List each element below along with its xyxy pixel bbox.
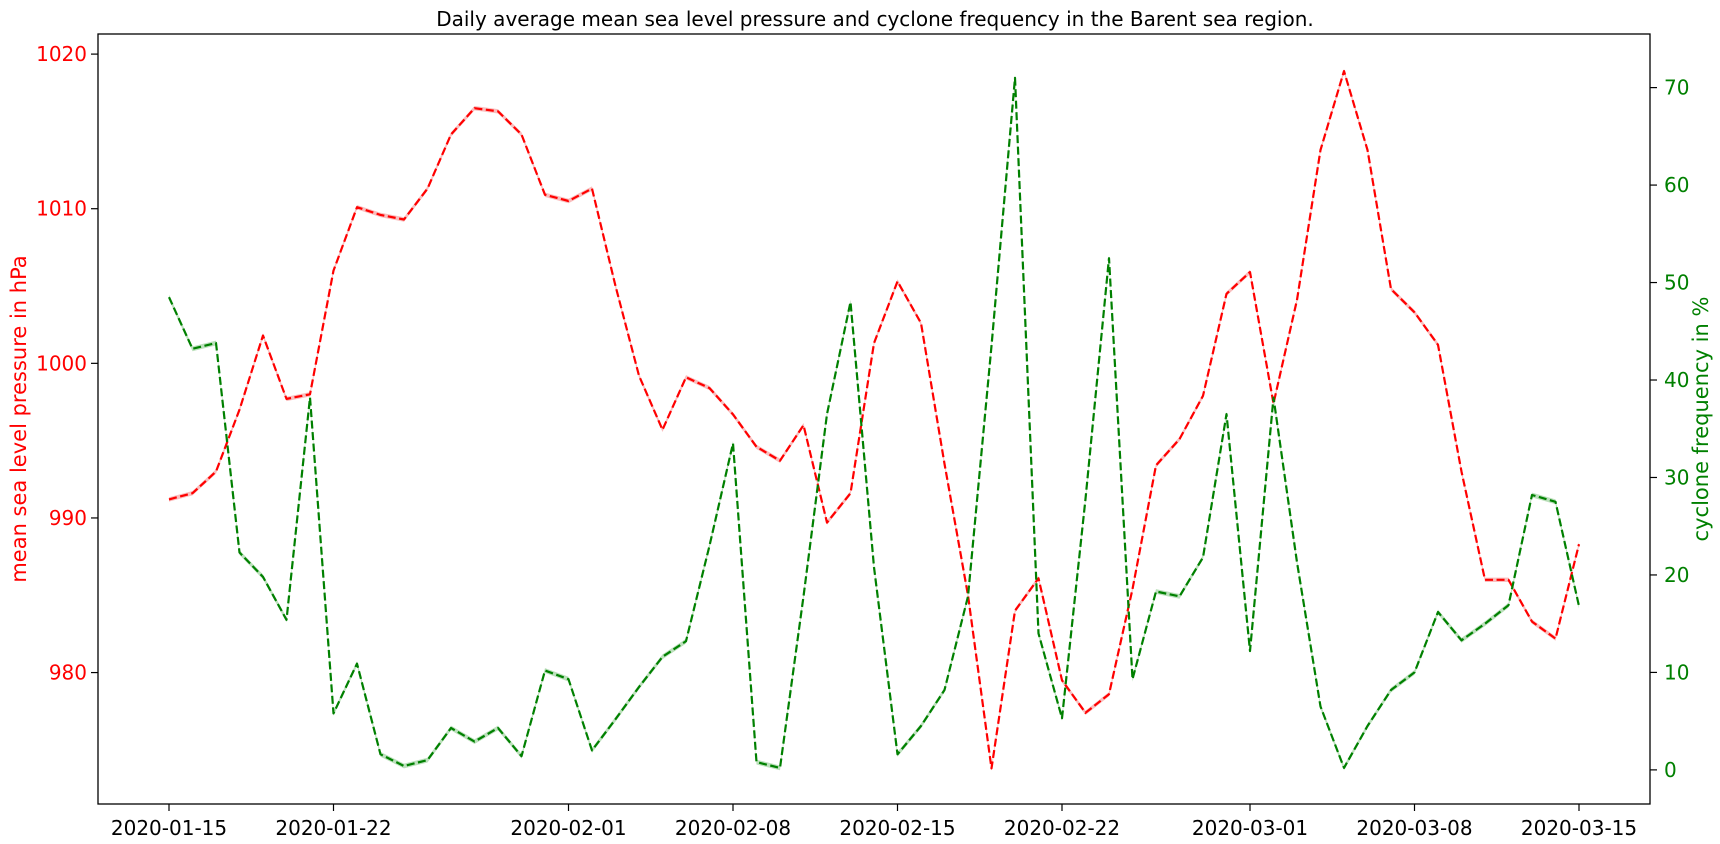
series-left-line xyxy=(168,69,1581,770)
series-right-line xyxy=(167,76,1581,770)
x-tick-label: 2020-03-08 xyxy=(1356,816,1472,840)
confidence-bands xyxy=(169,68,1579,771)
x-tick-label: 2020-01-15 xyxy=(111,816,227,840)
chart-title: Daily average mean sea level pressure an… xyxy=(436,7,1314,31)
right-y-axis-label: cyclone frequency in % xyxy=(1689,297,1713,542)
left-tick-label: 1020 xyxy=(36,42,87,66)
x-tick-label: 2020-02-01 xyxy=(510,816,626,840)
left-tick-label: 990 xyxy=(49,506,87,530)
right-y-axis: 0 10 20 30 40 50 60 70 xyxy=(1650,76,1689,782)
series-lines xyxy=(167,69,1581,770)
left-tick-label: 1010 xyxy=(36,197,87,221)
right-tick-label: 0 xyxy=(1664,758,1677,782)
left-y-axis: 980 990 1000 1010 1020 xyxy=(36,42,98,685)
plot-frame xyxy=(97,33,1651,805)
x-axis: 2020-01-15 2020-01-22 2020-02-01 2020-02-08… xyxy=(111,804,1637,840)
right-tick-label: 30 xyxy=(1664,465,1689,489)
x-tick-label: 2020-01-22 xyxy=(275,816,391,840)
left-tick-label: 980 xyxy=(49,661,87,685)
x-tick-label: 2020-02-08 xyxy=(675,816,791,840)
right-tick-label: 60 xyxy=(1664,173,1689,197)
series-left-band xyxy=(169,68,1579,771)
right-tick-label: 10 xyxy=(1664,660,1689,684)
x-tick-label: 2020-03-15 xyxy=(1521,816,1637,840)
right-tick-label: 40 xyxy=(1664,368,1689,392)
left-y-axis-label: mean sea level pressure in hPa xyxy=(7,255,31,582)
x-tick-label: 2020-02-15 xyxy=(839,816,955,840)
series-right-band xyxy=(169,75,1579,771)
x-tick-label: 2020-03-01 xyxy=(1192,816,1308,840)
right-tick-label: 50 xyxy=(1664,271,1689,295)
x-tick-label: 2020-02-22 xyxy=(1004,816,1120,840)
left-tick-label: 1000 xyxy=(36,351,87,375)
right-tick-label: 70 xyxy=(1664,76,1689,100)
right-tick-label: 20 xyxy=(1664,563,1689,587)
